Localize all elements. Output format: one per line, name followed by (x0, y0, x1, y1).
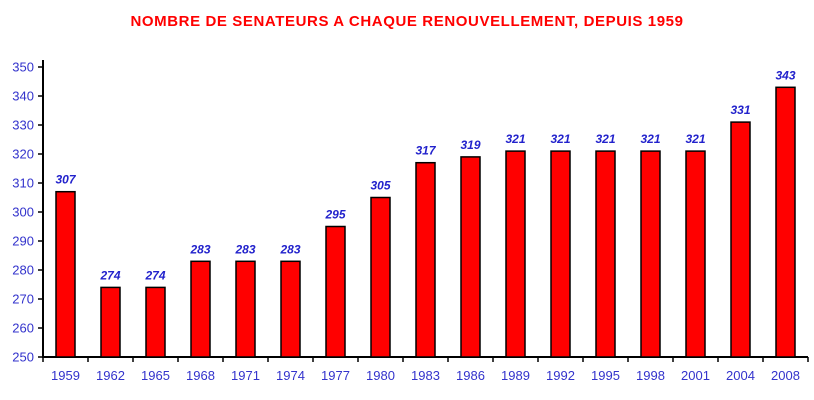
x-tick-label: 1971 (231, 368, 260, 383)
y-tick-label: 320 (12, 147, 34, 162)
bar-value-label: 283 (234, 242, 255, 256)
bar-value-label: 274 (144, 268, 165, 282)
bar-value-label: 321 (550, 132, 570, 146)
x-tick-label: 1986 (456, 368, 485, 383)
bar-value-label: 319 (460, 138, 480, 152)
bar (640, 150, 661, 358)
y-tick-label: 290 (12, 234, 34, 249)
x-tick-label: 1992 (546, 368, 575, 383)
bar (460, 156, 481, 358)
y-tick-label: 340 (12, 89, 34, 104)
y-tick-label: 350 (12, 60, 34, 75)
x-tick-label: 1980 (366, 368, 395, 383)
x-tick-label: 1995 (591, 368, 620, 383)
bar (730, 121, 751, 358)
bar (550, 150, 571, 358)
bar-value-label: 321 (595, 132, 615, 146)
x-tick-label: 2004 (726, 368, 755, 383)
y-tick-label: 250 (12, 350, 34, 365)
y-tick-label: 280 (12, 263, 34, 278)
bar (415, 161, 436, 358)
bar-value-label: 274 (99, 268, 120, 282)
x-tick-label: 1974 (276, 368, 305, 383)
x-tick-label: 1983 (411, 368, 440, 383)
bar (325, 225, 346, 358)
x-tick-label: 1989 (501, 368, 530, 383)
bar-value-label: 307 (55, 173, 76, 187)
bar (595, 150, 616, 358)
bar (280, 260, 301, 358)
bar (235, 260, 256, 358)
bar-value-label: 321 (685, 132, 705, 146)
y-tick-label: 310 (12, 176, 34, 191)
x-tick-label: 1998 (636, 368, 665, 383)
bar (190, 260, 211, 358)
bar-value-label: 343 (775, 68, 795, 82)
y-tick-label: 260 (12, 321, 34, 336)
bar-value-label: 283 (189, 242, 210, 256)
bar (505, 150, 526, 358)
chart-title: NOMBRE DE SENATEURS A CHAQUE RENOUVELLEM… (130, 13, 684, 30)
bar-value-label: 283 (279, 242, 300, 256)
x-tick-label: 2008 (771, 368, 800, 383)
x-tick-label: 1962 (96, 368, 125, 383)
bar (55, 190, 76, 358)
bar-value-label: 317 (415, 144, 436, 158)
bar (370, 196, 391, 358)
y-tick-label: 270 (12, 292, 34, 307)
bar (145, 286, 166, 358)
bar (100, 286, 121, 358)
y-tick-label: 330 (12, 118, 34, 133)
bar (685, 150, 706, 358)
x-tick-label: 2001 (681, 368, 710, 383)
x-tick-label: 1959 (51, 368, 80, 383)
plot-area: 250 260 270 280 290 300 310 320 330 340 350 307 1959… (12, 60, 809, 383)
bar-value-label: 331 (730, 103, 750, 117)
x-tick-label: 1965 (141, 368, 170, 383)
bar-value-label: 305 (370, 179, 390, 193)
y-tick-label: 300 (12, 205, 34, 220)
bar-value-label: 321 (505, 132, 525, 146)
bar-value-label: 295 (324, 208, 345, 222)
bar-value-label: 321 (640, 132, 660, 146)
x-tick-label: 1968 (186, 368, 215, 383)
bar (775, 86, 796, 358)
x-tick-label: 1977 (321, 368, 350, 383)
